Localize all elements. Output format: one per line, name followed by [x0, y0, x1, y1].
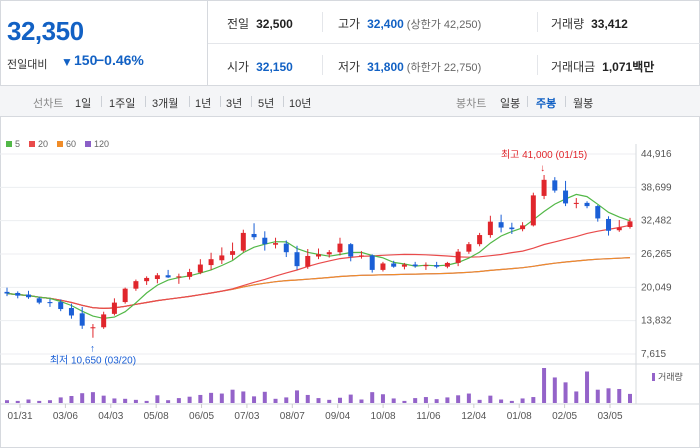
- volume-label: 거래량: [551, 17, 585, 31]
- divider: [189, 96, 190, 107]
- divider: [537, 12, 538, 32]
- prev-close-label: 전일: [227, 17, 250, 31]
- low-value: 31,800: [367, 60, 404, 74]
- prev-close-value: 32,500: [256, 17, 293, 31]
- period-3y[interactable]: 3년: [226, 98, 243, 110]
- line-chart-label: 선차트: [33, 98, 64, 110]
- divider: [283, 96, 284, 107]
- change-percent: −0.46%: [96, 52, 144, 68]
- period-1w[interactable]: 1주일: [109, 98, 136, 110]
- change-label: 전일대비: [7, 59, 48, 71]
- legend-swatch: [29, 141, 36, 147]
- divider: [145, 96, 146, 107]
- volume: 거래량 33,412: [551, 15, 628, 32]
- period-3m[interactable]: 3개월: [152, 98, 179, 110]
- upper-limit-value: 42,250: [443, 19, 478, 31]
- divider: [208, 43, 700, 44]
- period-toolbar: 선차트 1일 1주일 3개월 1년 3년 5년 10년 봉차트 일봉 주봉 월봉: [0, 86, 700, 117]
- legend-swatch: [6, 141, 12, 147]
- change-value: 150: [74, 52, 98, 68]
- open-price: 시가 32,150: [227, 58, 293, 75]
- divider: [101, 96, 102, 107]
- legend-item-ma20: 20: [29, 139, 48, 149]
- candle-weekly[interactable]: 주봉: [536, 98, 557, 110]
- current-price: 32,350: [7, 16, 84, 46]
- low-label: 저가: [338, 60, 361, 74]
- quote-summary: 32,350 전일대비 ▼ 150 −0.46% 전일 32,500 고가 32,4…: [0, 0, 700, 86]
- candle-daily[interactable]: 일봉: [500, 98, 521, 110]
- volume-value: 33,412: [591, 17, 628, 31]
- divider: [537, 55, 538, 75]
- legend-label: 20: [38, 139, 49, 149]
- period-1y[interactable]: 1년: [195, 98, 212, 110]
- divider: [322, 55, 323, 75]
- high-value: 32,400: [367, 17, 404, 31]
- high-label: 고가: [338, 17, 361, 31]
- high-price: 고가 32,400 (상한가 42,250): [338, 17, 482, 31]
- open-label: 시가: [227, 60, 250, 74]
- lower-limit-label: 하한가: [410, 62, 441, 74]
- legend-item-ma5: 5: [6, 139, 20, 149]
- upper-limit-label: 상한가: [410, 19, 441, 31]
- candle-chart-label: 봉차트: [456, 98, 487, 110]
- legend-label: 120: [94, 139, 110, 149]
- period-10y[interactable]: 10년: [289, 98, 312, 110]
- trade-value-unit: 백만: [632, 60, 655, 74]
- divider: [251, 96, 252, 107]
- divider: [527, 96, 528, 107]
- period-1d[interactable]: 1일: [75, 98, 92, 110]
- divider: [220, 96, 221, 107]
- trade-value-amount: 1,071: [602, 60, 633, 74]
- period-5y[interactable]: 5년: [258, 98, 275, 110]
- legend-swatch: [85, 141, 92, 147]
- legend-label: 60: [66, 139, 77, 149]
- trade-value-label: 거래대금: [551, 60, 596, 74]
- down-arrow-icon: ▼: [61, 55, 73, 69]
- legend-item-ma60: 60: [57, 139, 76, 149]
- divider: [565, 96, 566, 107]
- open-value: 32,150: [256, 60, 293, 74]
- divider: [322, 12, 323, 32]
- ma-legend: 5 20 60 120: [6, 139, 109, 149]
- low-price: 저가 31,800 (하한가 22,750): [338, 60, 482, 74]
- prev-close: 전일 32,500: [227, 15, 293, 32]
- price-box: 32,350 전일대비 ▼ 150 −0.46%: [0, 0, 208, 86]
- trade-value: 거래대금 1,071백만: [551, 58, 654, 75]
- legend-item-ma120: 120: [85, 139, 109, 149]
- legend-swatch: [57, 141, 64, 147]
- legend-label: 5: [15, 139, 21, 149]
- candle-monthly[interactable]: 월봉: [573, 98, 594, 110]
- lower-limit-value: 22,750: [443, 62, 478, 74]
